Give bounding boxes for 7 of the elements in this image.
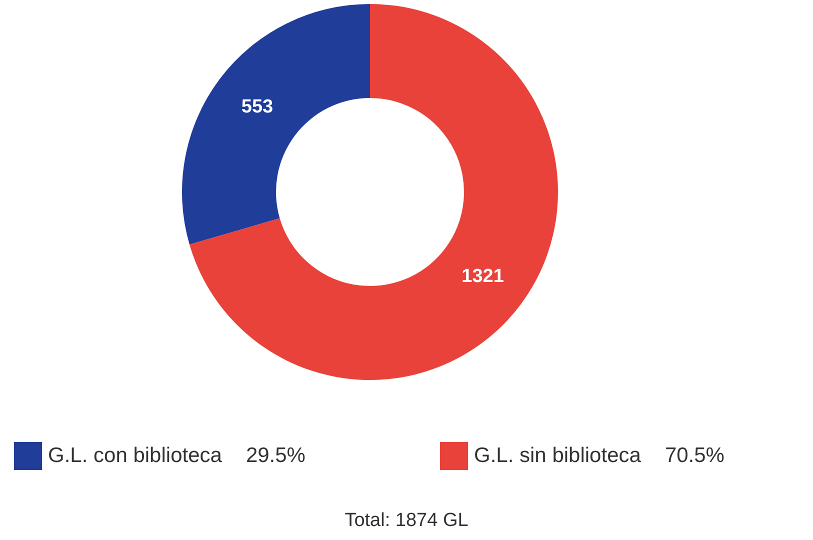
- data-label: 1321: [462, 266, 504, 287]
- text: Total: 1874 GL: [344, 510, 470, 532]
- text: 29.5%: [246, 444, 306, 467]
- data-label: 553: [241, 96, 274, 118]
- legend-label: G.L. con biblioteca: [48, 444, 222, 468]
- legend-label: G.L. sin biblioteca: [474, 444, 641, 468]
- text: 70.5%: [664, 444, 724, 467]
